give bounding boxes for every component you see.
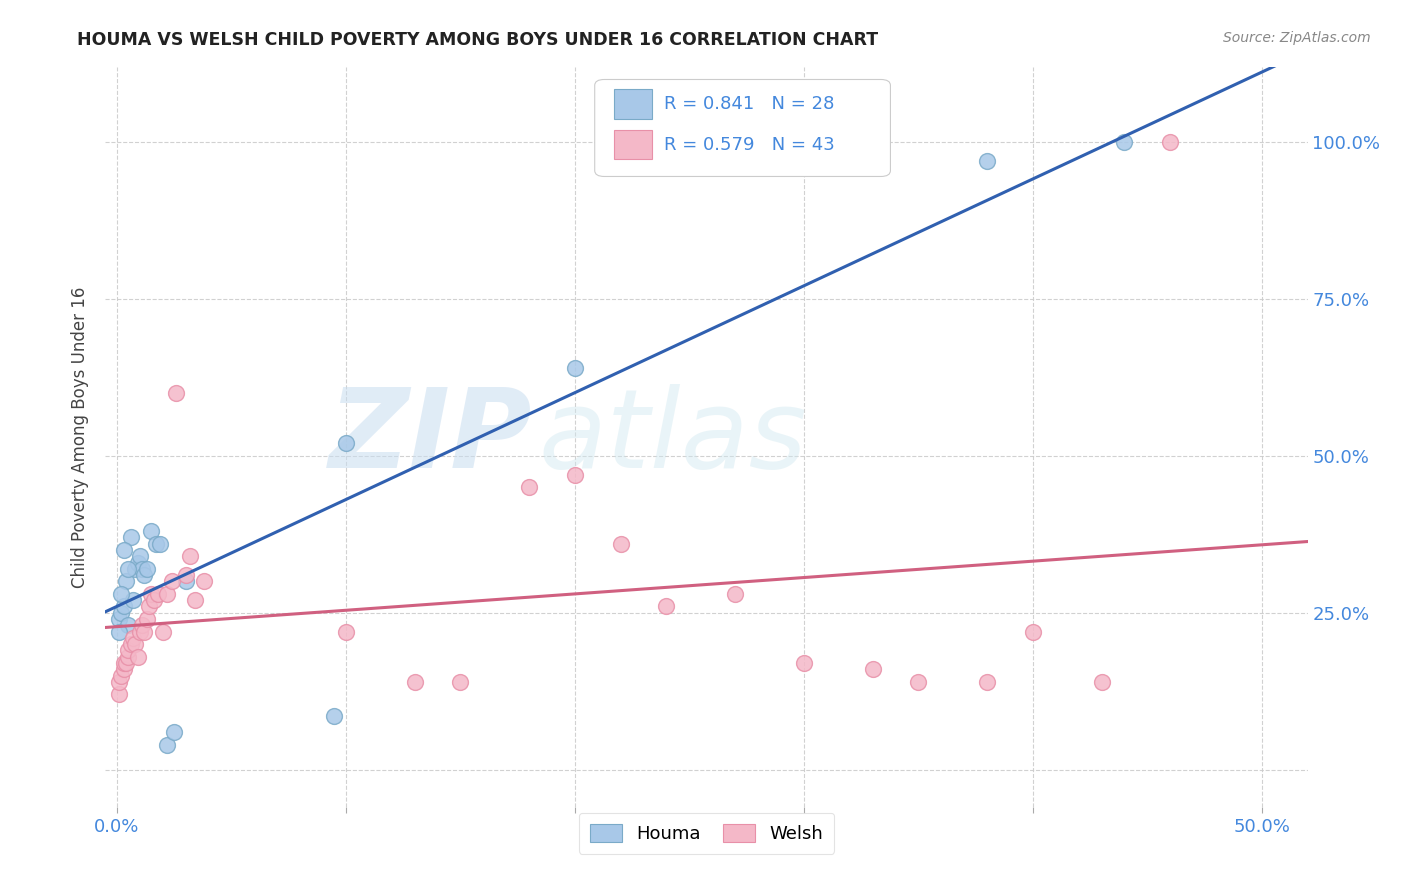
Welsh bbox=[907, 674, 929, 689]
Welsh bbox=[138, 599, 160, 614]
Text: ZIP: ZIP bbox=[329, 384, 533, 491]
Houma bbox=[335, 436, 357, 450]
Welsh bbox=[112, 662, 135, 676]
Welsh bbox=[117, 649, 139, 664]
Welsh bbox=[152, 624, 174, 639]
Welsh bbox=[128, 624, 150, 639]
Houma bbox=[122, 593, 145, 607]
Welsh bbox=[146, 587, 169, 601]
Houma bbox=[108, 612, 131, 626]
Welsh bbox=[110, 668, 132, 682]
Welsh bbox=[1022, 624, 1045, 639]
Welsh bbox=[335, 624, 357, 639]
Legend: Houma, Welsh: Houma, Welsh bbox=[579, 813, 834, 854]
Welsh bbox=[1159, 135, 1181, 149]
Houma bbox=[174, 574, 197, 589]
Welsh bbox=[124, 637, 146, 651]
Houma bbox=[149, 537, 172, 551]
Text: R = 0.841   N = 28: R = 0.841 N = 28 bbox=[665, 95, 835, 113]
Welsh bbox=[160, 574, 183, 589]
Welsh bbox=[793, 656, 815, 670]
Welsh bbox=[655, 599, 678, 614]
Welsh bbox=[135, 612, 157, 626]
Welsh bbox=[141, 587, 163, 601]
Houma bbox=[117, 562, 139, 576]
Houma bbox=[156, 738, 179, 752]
FancyBboxPatch shape bbox=[614, 130, 652, 160]
Houma bbox=[120, 531, 142, 545]
Houma bbox=[110, 606, 132, 620]
Welsh bbox=[131, 618, 153, 632]
Houma bbox=[124, 562, 146, 576]
Welsh bbox=[134, 624, 156, 639]
Welsh bbox=[449, 674, 471, 689]
Welsh bbox=[108, 674, 131, 689]
Welsh bbox=[115, 656, 138, 670]
Houma bbox=[112, 543, 135, 558]
Welsh bbox=[165, 386, 187, 401]
Houma bbox=[163, 725, 186, 739]
Houma bbox=[976, 154, 998, 169]
Houma bbox=[564, 361, 586, 376]
Houma bbox=[127, 556, 149, 570]
Text: Source: ZipAtlas.com: Source: ZipAtlas.com bbox=[1223, 31, 1371, 45]
Houma bbox=[110, 587, 132, 601]
Welsh bbox=[127, 649, 149, 664]
Houma bbox=[323, 709, 346, 723]
Houma bbox=[112, 599, 135, 614]
Welsh bbox=[142, 593, 165, 607]
Text: atlas: atlas bbox=[538, 384, 807, 491]
Welsh bbox=[976, 674, 998, 689]
Houma bbox=[141, 524, 163, 539]
Welsh bbox=[1090, 674, 1112, 689]
Welsh bbox=[193, 574, 215, 589]
Welsh bbox=[179, 549, 201, 564]
FancyBboxPatch shape bbox=[595, 79, 890, 177]
Text: HOUMA VS WELSH CHILD POVERTY AMONG BOYS UNDER 16 CORRELATION CHART: HOUMA VS WELSH CHILD POVERTY AMONG BOYS … bbox=[77, 31, 879, 49]
Welsh bbox=[724, 587, 747, 601]
Welsh bbox=[122, 631, 145, 645]
Text: R = 0.579   N = 43: R = 0.579 N = 43 bbox=[665, 136, 835, 153]
Welsh bbox=[156, 587, 179, 601]
Houma bbox=[131, 562, 153, 576]
Welsh bbox=[120, 637, 142, 651]
Welsh bbox=[609, 537, 631, 551]
Houma bbox=[117, 618, 139, 632]
Houma bbox=[1114, 135, 1136, 149]
Welsh bbox=[184, 593, 207, 607]
Y-axis label: Child Poverty Among Boys Under 16: Child Poverty Among Boys Under 16 bbox=[72, 286, 90, 588]
Houma bbox=[115, 574, 138, 589]
Welsh bbox=[112, 656, 135, 670]
Welsh bbox=[108, 687, 131, 701]
Houma bbox=[145, 537, 167, 551]
Houma bbox=[128, 549, 150, 564]
Welsh bbox=[862, 662, 884, 676]
Welsh bbox=[117, 643, 139, 657]
Welsh bbox=[404, 674, 426, 689]
FancyBboxPatch shape bbox=[614, 89, 652, 119]
Welsh bbox=[564, 467, 586, 482]
Welsh bbox=[174, 568, 197, 582]
Houma bbox=[135, 562, 157, 576]
Houma bbox=[108, 624, 131, 639]
Welsh bbox=[517, 480, 540, 494]
Houma bbox=[134, 568, 156, 582]
